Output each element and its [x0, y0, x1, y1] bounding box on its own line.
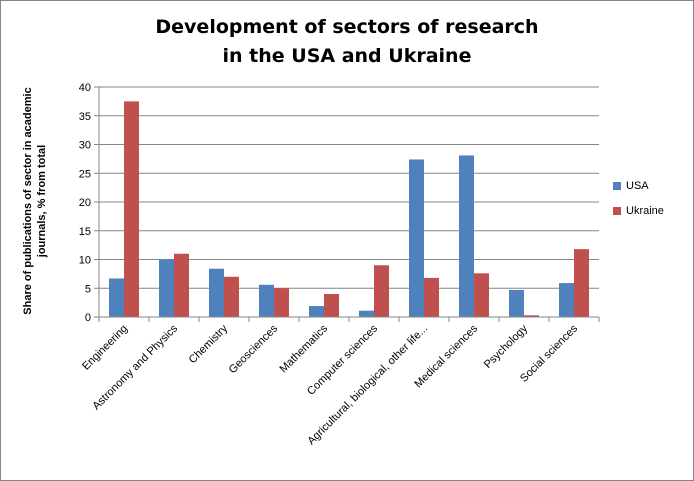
bar-ukraine-4	[324, 294, 339, 317]
bar-usa-5	[359, 310, 374, 317]
bar-usa-1	[159, 259, 174, 317]
bar-ukraine-7	[474, 273, 489, 317]
y-tick-labels: 0 5 10 15 20 25 30 35 40	[79, 82, 91, 324]
y-tick-label: 5	[85, 283, 91, 295]
bar-usa-3	[259, 284, 274, 317]
y-tick-label: 30	[79, 140, 91, 152]
x-tick-label: Geosciences	[227, 322, 281, 376]
x-tick-label: Mathematics	[278, 322, 331, 375]
bar-usa-0	[109, 278, 124, 317]
chart-title-line-1: Development of sectors of research	[155, 16, 539, 38]
bar-usa-9	[559, 283, 574, 317]
chart-title: Development of sectors of research in th…	[1, 13, 693, 71]
y-tick-label: 35	[79, 111, 91, 123]
bar-usa-2	[209, 268, 224, 317]
axes	[98, 87, 600, 322]
legend-item-ukraine: Ukraine	[613, 198, 664, 223]
y-tick-label: 15	[79, 226, 91, 238]
legend: USA Ukraine	[613, 173, 664, 223]
bar-usa-7	[459, 155, 474, 317]
bar-ukraine-8	[524, 315, 539, 317]
bar-ukraine-6	[424, 277, 439, 317]
y-tick-label: 40	[79, 82, 91, 94]
legend-item-usa: USA	[613, 173, 664, 198]
legend-label-ukraine: Ukraine	[626, 204, 664, 217]
bar-ukraine-1	[174, 253, 189, 317]
y-tick-label: 25	[79, 168, 91, 180]
bar-usa-4	[309, 306, 324, 317]
legend-label-usa: USA	[626, 179, 649, 192]
legend-swatch-usa	[613, 181, 621, 190]
y-tick-label: 0	[85, 312, 91, 324]
bar-usa-8	[509, 289, 524, 317]
bar-ukraine-2	[224, 276, 239, 317]
bars	[109, 101, 589, 317]
x-tick-label: Psychology	[482, 322, 531, 371]
y-tick-label: 10	[79, 255, 91, 267]
x-tick-label: Engineering	[80, 323, 130, 373]
bar-ukraine-5	[374, 265, 389, 317]
y-tick-label: 20	[79, 197, 91, 209]
legend-swatch-ukraine	[613, 206, 621, 215]
x-tick-label: Chemistry	[187, 322, 231, 366]
bar-ukraine-9	[574, 249, 589, 317]
bar-ukraine-3	[274, 288, 289, 317]
bar-ukraine-0	[124, 101, 139, 317]
x-tick-label: Astronomy and Physics	[90, 322, 180, 412]
bar-usa-6	[409, 159, 424, 317]
chart-title-line-2: in the USA and Ukraine	[222, 45, 472, 67]
